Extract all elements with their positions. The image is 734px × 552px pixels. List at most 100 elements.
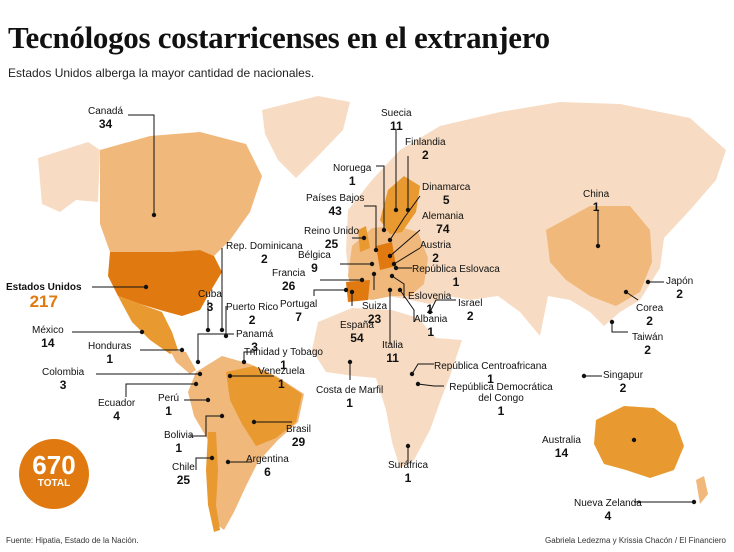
dot-rdc — [415, 381, 421, 387]
label-brasil: Brasil 29 — [286, 424, 312, 449]
dot-argentina — [225, 459, 231, 465]
dot-rca — [409, 371, 415, 377]
dot-alemania — [387, 253, 393, 259]
leader-bolivia — [190, 415, 222, 437]
label-argentina: Argentina 6 — [246, 454, 289, 479]
label-eslovenia: Eslovenia 1 — [408, 291, 452, 316]
leader-albania — [399, 289, 415, 322]
dot-panama — [195, 359, 201, 365]
dot-noruega — [381, 227, 387, 233]
leader-eslovenia — [391, 275, 405, 298]
dot-corea — [623, 289, 629, 295]
label-finlandia: Finlandia 2 — [405, 137, 446, 162]
total-badge: 670 TOTAL — [19, 439, 89, 509]
land-layer — [38, 96, 726, 532]
dot-ecuador — [193, 381, 199, 387]
label-colombia: Colombia 3 — [42, 367, 85, 392]
dot-suiza — [371, 271, 377, 277]
leader-israel — [429, 299, 456, 313]
dot-eeuu — [143, 284, 149, 290]
dot-puerto-rico — [223, 333, 229, 339]
label-honduras: Honduras 1 — [88, 341, 132, 366]
label-nueva-zelanda: Nueva Zelanda 4 — [574, 498, 642, 523]
leader-panama — [197, 333, 234, 362]
label-chile: Chile 25 — [172, 462, 195, 487]
land-scandinavia — [380, 176, 420, 234]
label-eslovaca: República Eslovaca 1 — [412, 264, 500, 289]
label-bolivia: Bolivia 1 — [164, 430, 194, 455]
dot-costa-marfil — [347, 359, 353, 365]
dot-trinidad — [241, 359, 247, 365]
dot-belgica — [369, 261, 375, 267]
marker-dots — [139, 207, 697, 505]
land-asia-shade — [546, 206, 652, 306]
label-italia: Italia 11 — [382, 340, 404, 365]
dot-finlandia — [405, 207, 411, 213]
land-new-zealand — [696, 476, 708, 504]
dot-china — [595, 243, 601, 249]
label-australia: Australia 14 — [542, 435, 581, 460]
label-surafrica: Suráfrica 1 — [388, 460, 429, 485]
dot-australia — [631, 437, 637, 443]
dot-albania — [397, 287, 403, 293]
dot-surafrica — [405, 443, 411, 449]
dot-suecia — [393, 207, 399, 213]
land-central-america — [170, 350, 196, 374]
dot-nueva-zelanda — [691, 499, 697, 505]
label-peru: Perú 1 — [158, 393, 180, 418]
land-mexico — [118, 296, 178, 354]
dot-eslovaca — [393, 265, 399, 271]
dot-austria — [391, 261, 397, 267]
dot-portugal — [343, 287, 349, 293]
dot-honduras — [179, 347, 185, 353]
land-chile — [206, 432, 220, 532]
leader-paises-bajos — [364, 205, 377, 250]
label-panama: Panamá 3 — [236, 329, 274, 354]
dot-peru — [205, 397, 211, 403]
label-belgica: Bélgica 9 — [298, 250, 331, 275]
label-reino-unido: Reino Unido 25 — [304, 226, 360, 251]
dot-rep-dominicana — [219, 327, 225, 333]
label-cuba: Cuba 3 — [198, 289, 222, 314]
dot-bolivia — [219, 413, 225, 419]
label-china: China 1 — [583, 189, 610, 214]
dot-cuba — [205, 327, 211, 333]
dot-canada — [151, 212, 157, 218]
dot-italia — [387, 287, 393, 293]
leader-corea — [625, 291, 639, 301]
label-venezuela: Venezuela 1 — [258, 366, 305, 391]
dot-taiwan — [609, 319, 615, 325]
label-rca: República Centroafricana 1 — [434, 361, 547, 386]
leader-chile — [195, 457, 212, 470]
land-canada — [100, 132, 262, 256]
dot-dinamarca — [387, 237, 393, 243]
dot-israel — [427, 309, 433, 315]
leader-portugal — [313, 289, 346, 296]
label-trinidad: Trinidad y Tobago 1 — [244, 347, 323, 372]
total-value: 670 — [32, 450, 76, 480]
label-alemania: Alemania 74 — [422, 211, 464, 236]
land-australia — [594, 406, 684, 478]
label-mexico: México 14 — [32, 325, 64, 350]
label-austria: Austria 2 — [420, 240, 452, 265]
label-noruega: Noruega 1 — [333, 163, 372, 188]
label-albania: Albania 1 — [414, 314, 448, 339]
page-title: Tecnólogos costarricenses en el extranje… — [8, 20, 550, 55]
dot-francia — [359, 277, 365, 283]
land-brazil — [226, 366, 302, 446]
total-label: TOTAL — [37, 478, 71, 489]
label-rep-dominicana: Rep. Dominicana 2 — [226, 241, 303, 266]
label-costa-marfil: Costa de Marfil 1 — [316, 385, 384, 410]
label-francia: Francia 26 — [272, 268, 306, 293]
label-canada: Canadá 34 — [88, 106, 124, 131]
dot-eslovenia — [389, 273, 395, 279]
leader-austria — [393, 247, 421, 265]
label-paises-bajos: Países Bajos 43 — [306, 193, 365, 218]
land-usa — [108, 250, 222, 316]
label-ecuador: Ecuador 4 — [98, 398, 136, 423]
leader-rca — [411, 363, 434, 375]
land-greenland — [262, 96, 350, 178]
dot-chile — [209, 455, 215, 461]
label-dinamarca: Dinamarca 5 — [422, 182, 471, 207]
